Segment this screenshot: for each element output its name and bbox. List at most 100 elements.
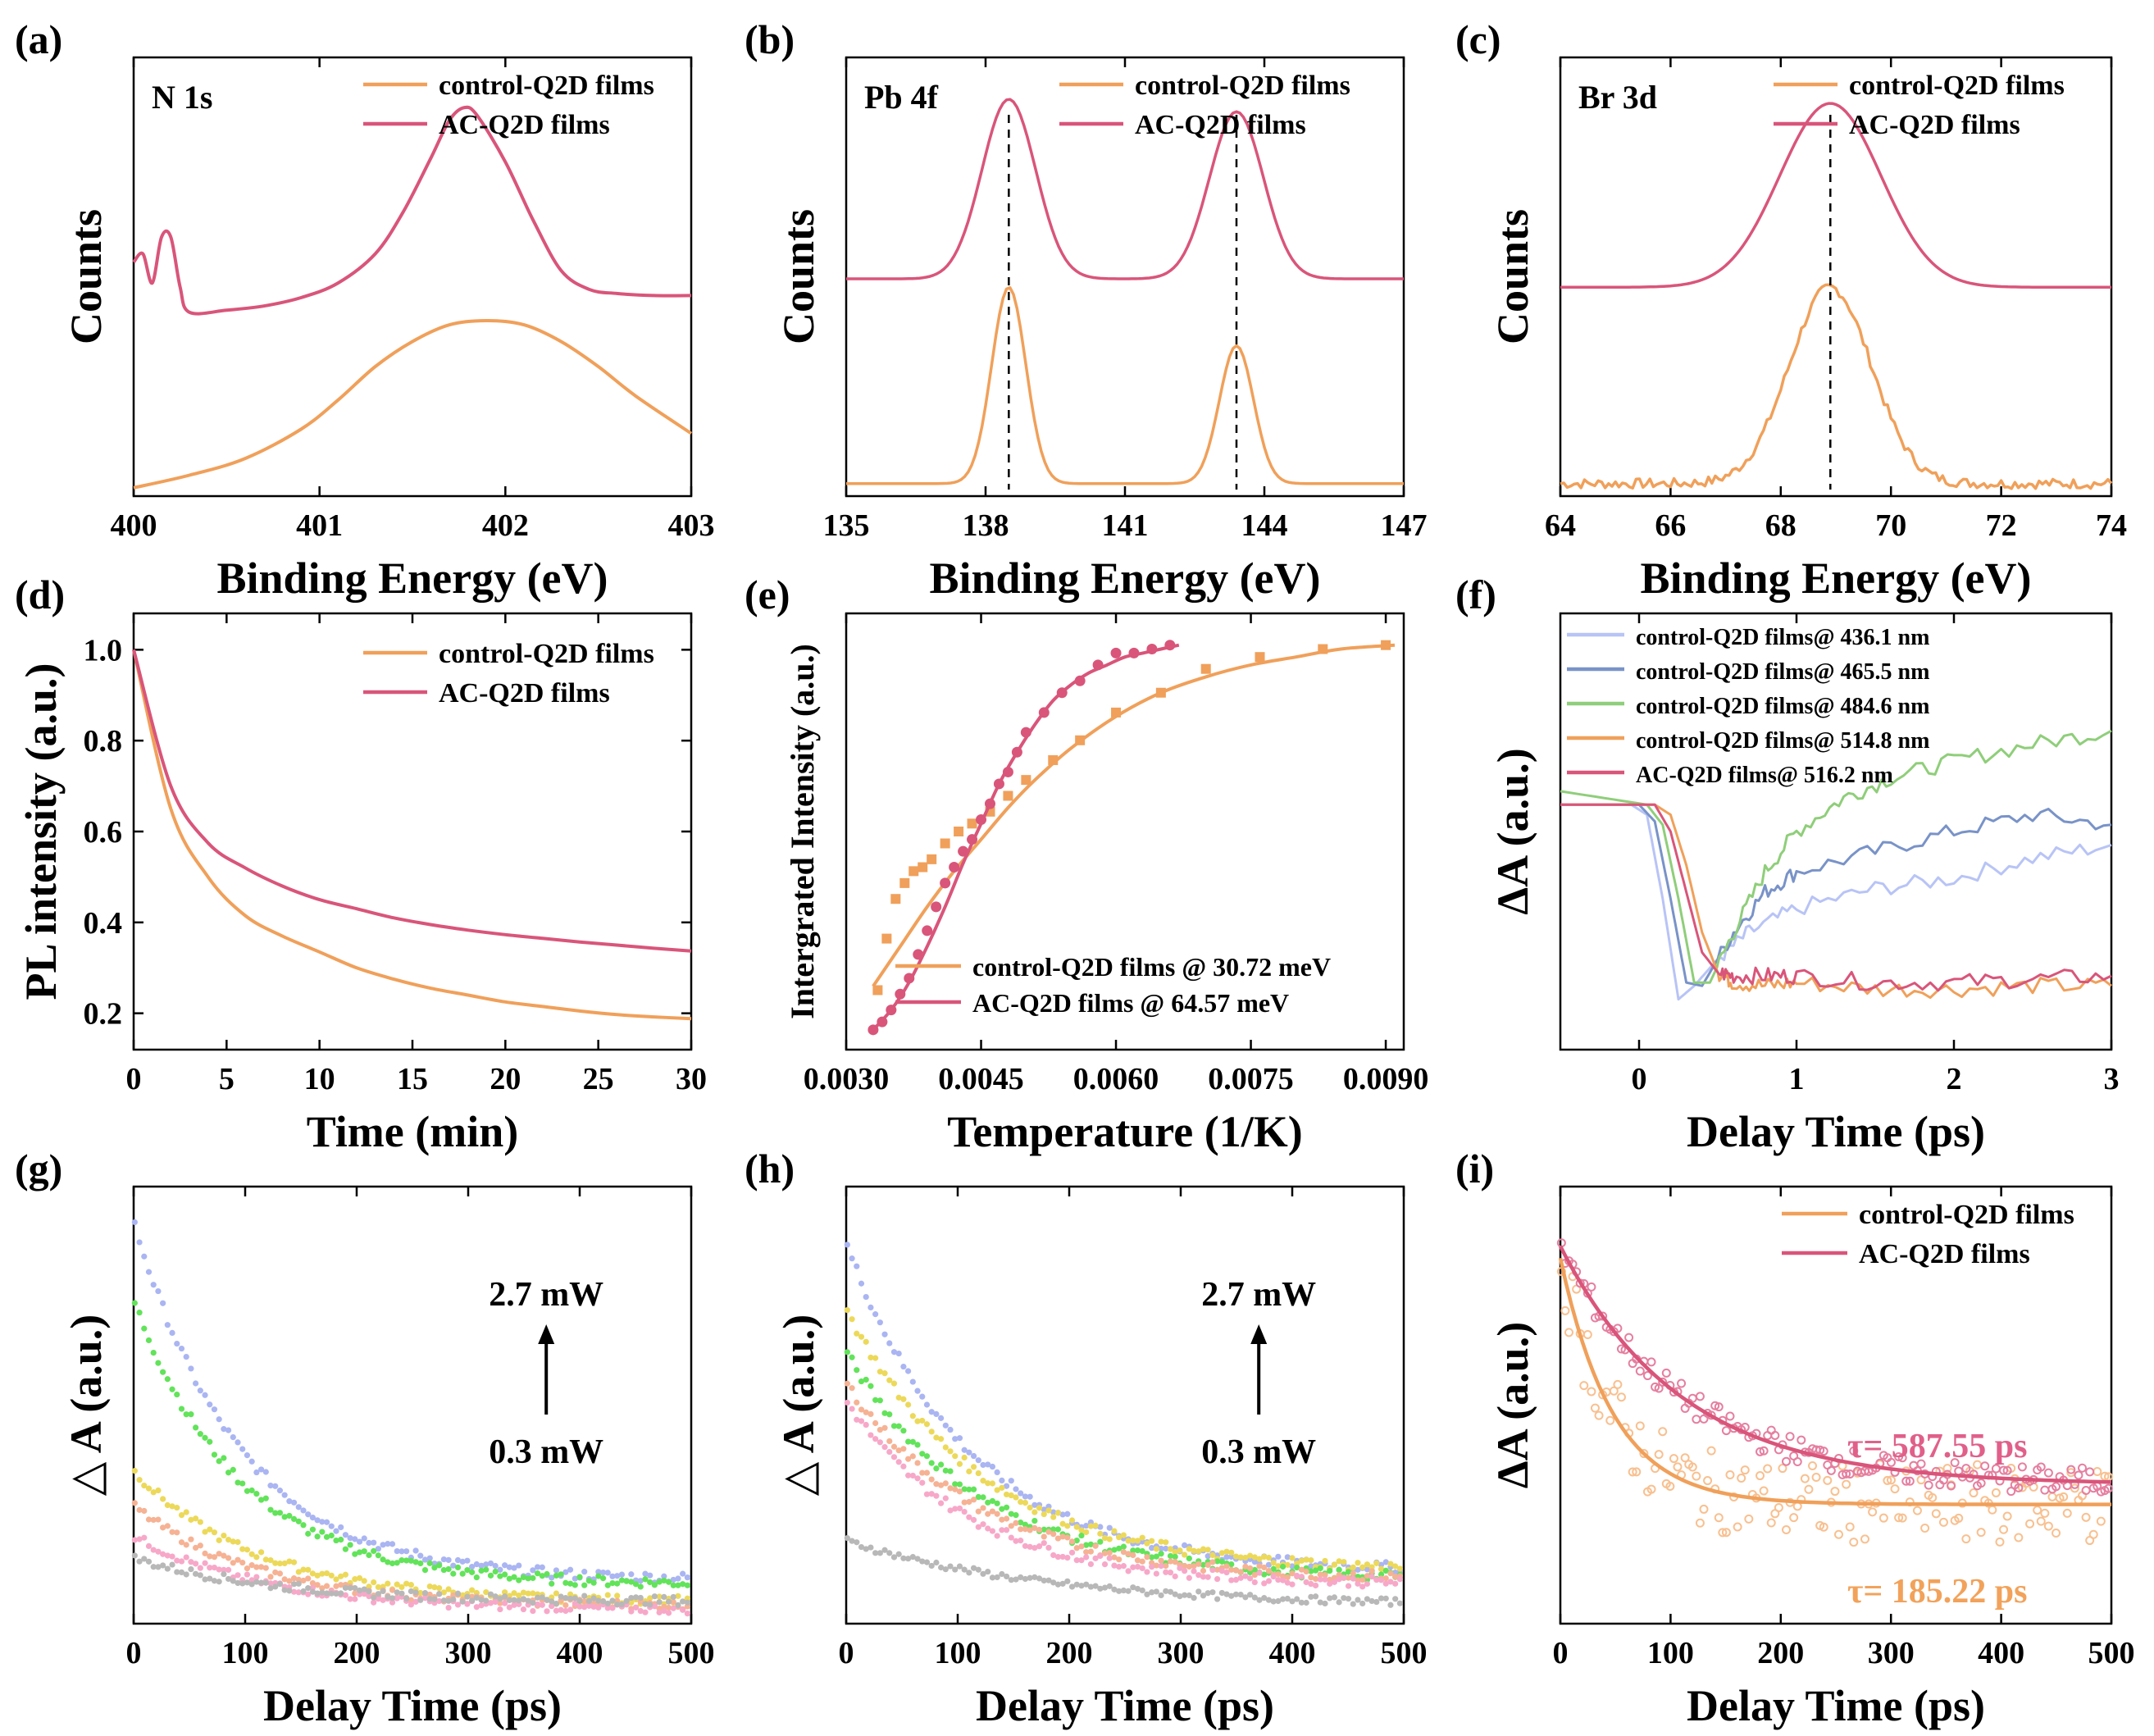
- data-point-h: [1382, 1580, 1389, 1587]
- data-point-g: [333, 1537, 339, 1544]
- data-point-g: [197, 1519, 203, 1525]
- data-point-h: [1003, 1573, 1010, 1580]
- data-point-g: [506, 1564, 512, 1570]
- data-point-g: [483, 1589, 490, 1596]
- data-point-h: [1350, 1570, 1356, 1577]
- data-point-g: [473, 1594, 480, 1601]
- data-point-i: [1961, 1464, 1971, 1474]
- x-axis-title-g: Delay Time (ps): [263, 1681, 562, 1730]
- data-point-g: [239, 1480, 246, 1487]
- data-point-g: [257, 1466, 265, 1473]
- x-tick-label-f: 2: [1947, 1062, 1962, 1096]
- data-point-g: [211, 1529, 218, 1536]
- data-point-g: [421, 1567, 429, 1574]
- data-point-g: [394, 1560, 400, 1566]
- data-point-g: [469, 1597, 476, 1604]
- data-point-h: [970, 1516, 977, 1524]
- data-point-g: [314, 1582, 321, 1588]
- data-point-h: [1087, 1561, 1094, 1568]
- data-point-g: [221, 1570, 227, 1578]
- data-point-h: [1097, 1585, 1104, 1592]
- data-point-g: [590, 1595, 597, 1602]
- panel-label-h: (h): [745, 1146, 795, 1192]
- data-point-g: [558, 1571, 564, 1578]
- data-point-g: [183, 1353, 189, 1360]
- data-point-h: [923, 1469, 931, 1476]
- data-point-h: [1284, 1595, 1291, 1602]
- data-point-g: [581, 1592, 588, 1599]
- data-point-h: [1191, 1595, 1197, 1602]
- data-point-i: [2062, 1508, 2072, 1518]
- data-point-h: [914, 1387, 921, 1394]
- data-point-g: [450, 1596, 457, 1603]
- data-point-g: [426, 1583, 433, 1590]
- data-point-h: [1054, 1535, 1061, 1542]
- data-point-g: [178, 1406, 185, 1412]
- data-point-h: [895, 1551, 902, 1557]
- data-point-g: [553, 1607, 560, 1614]
- data-point-g: [549, 1594, 555, 1601]
- data-point-g: [338, 1524, 344, 1531]
- data-point-g: [150, 1349, 157, 1356]
- plot-frame-g: [132, 1185, 693, 1625]
- data-point-h: [895, 1394, 902, 1401]
- data-point-g: [230, 1466, 236, 1473]
- data-point-h: [1242, 1573, 1249, 1579]
- x-tick-label-h: 0: [839, 1636, 854, 1670]
- y-axis-title-f: ΔA (a.u.): [1488, 748, 1537, 914]
- data-point-g: [459, 1570, 466, 1577]
- data-point-h: [1237, 1591, 1244, 1598]
- data-point-h: [1139, 1565, 1145, 1572]
- data-point-g: [314, 1572, 321, 1579]
- data-point-h: [1246, 1575, 1254, 1582]
- data-point-g: [661, 1603, 667, 1611]
- data-point-g: [375, 1591, 381, 1597]
- data-point-h: [1200, 1561, 1207, 1568]
- data-point-h: [1284, 1554, 1291, 1561]
- data-point-h: [1097, 1524, 1104, 1530]
- data-point-g: [567, 1591, 574, 1597]
- data-point-h: [881, 1444, 888, 1451]
- data-point-h: [975, 1457, 981, 1464]
- data-point-h: [1186, 1555, 1192, 1562]
- data-point-h: [1242, 1554, 1249, 1561]
- data-point-i: [2088, 1529, 2098, 1539]
- data-point-h: [881, 1410, 888, 1416]
- data-point-g: [665, 1610, 672, 1616]
- data-point-h: [1200, 1567, 1207, 1574]
- data-point-g: [684, 1574, 690, 1581]
- x-tick-label-b: 138: [963, 508, 1009, 543]
- data-point-h: [1182, 1542, 1188, 1549]
- data-point-h: [1068, 1538, 1076, 1545]
- data-point-g: [286, 1588, 293, 1594]
- data-point-g: [539, 1564, 545, 1570]
- y-axis-title-i: ΔA (a.u.): [1488, 1322, 1537, 1488]
- data-point-h: [1167, 1588, 1174, 1595]
- data-point-h: [895, 1350, 902, 1357]
- data-point-g: [628, 1599, 635, 1606]
- data-point-g: [361, 1535, 367, 1542]
- data-point-g: [361, 1590, 367, 1597]
- data-point-h: [1078, 1583, 1085, 1589]
- data-point-g: [431, 1565, 438, 1571]
- data-point-h: [1214, 1558, 1221, 1565]
- data-point-i: [1609, 1386, 1619, 1396]
- data-point-g: [207, 1438, 213, 1445]
- y-axis-title-d: PL intensity (a.u.): [16, 663, 66, 1000]
- data-point-g: [131, 1300, 138, 1306]
- data-point-e: [949, 862, 960, 873]
- data-point-g: [286, 1558, 293, 1565]
- data-point-g: [426, 1560, 433, 1566]
- data-point-g: [445, 1565, 452, 1573]
- data-point-h: [1083, 1581, 1090, 1588]
- data-point-h: [1182, 1592, 1188, 1598]
- data-point-i: [1916, 1459, 1926, 1469]
- data-point-h: [1050, 1526, 1057, 1533]
- data-point-g: [221, 1552, 227, 1559]
- data-point-h: [886, 1340, 893, 1346]
- data-point-g: [183, 1542, 189, 1548]
- data-point-g: [338, 1573, 344, 1579]
- data-point-g: [235, 1439, 241, 1446]
- data-point-h: [890, 1443, 898, 1450]
- data-point-g: [338, 1582, 344, 1588]
